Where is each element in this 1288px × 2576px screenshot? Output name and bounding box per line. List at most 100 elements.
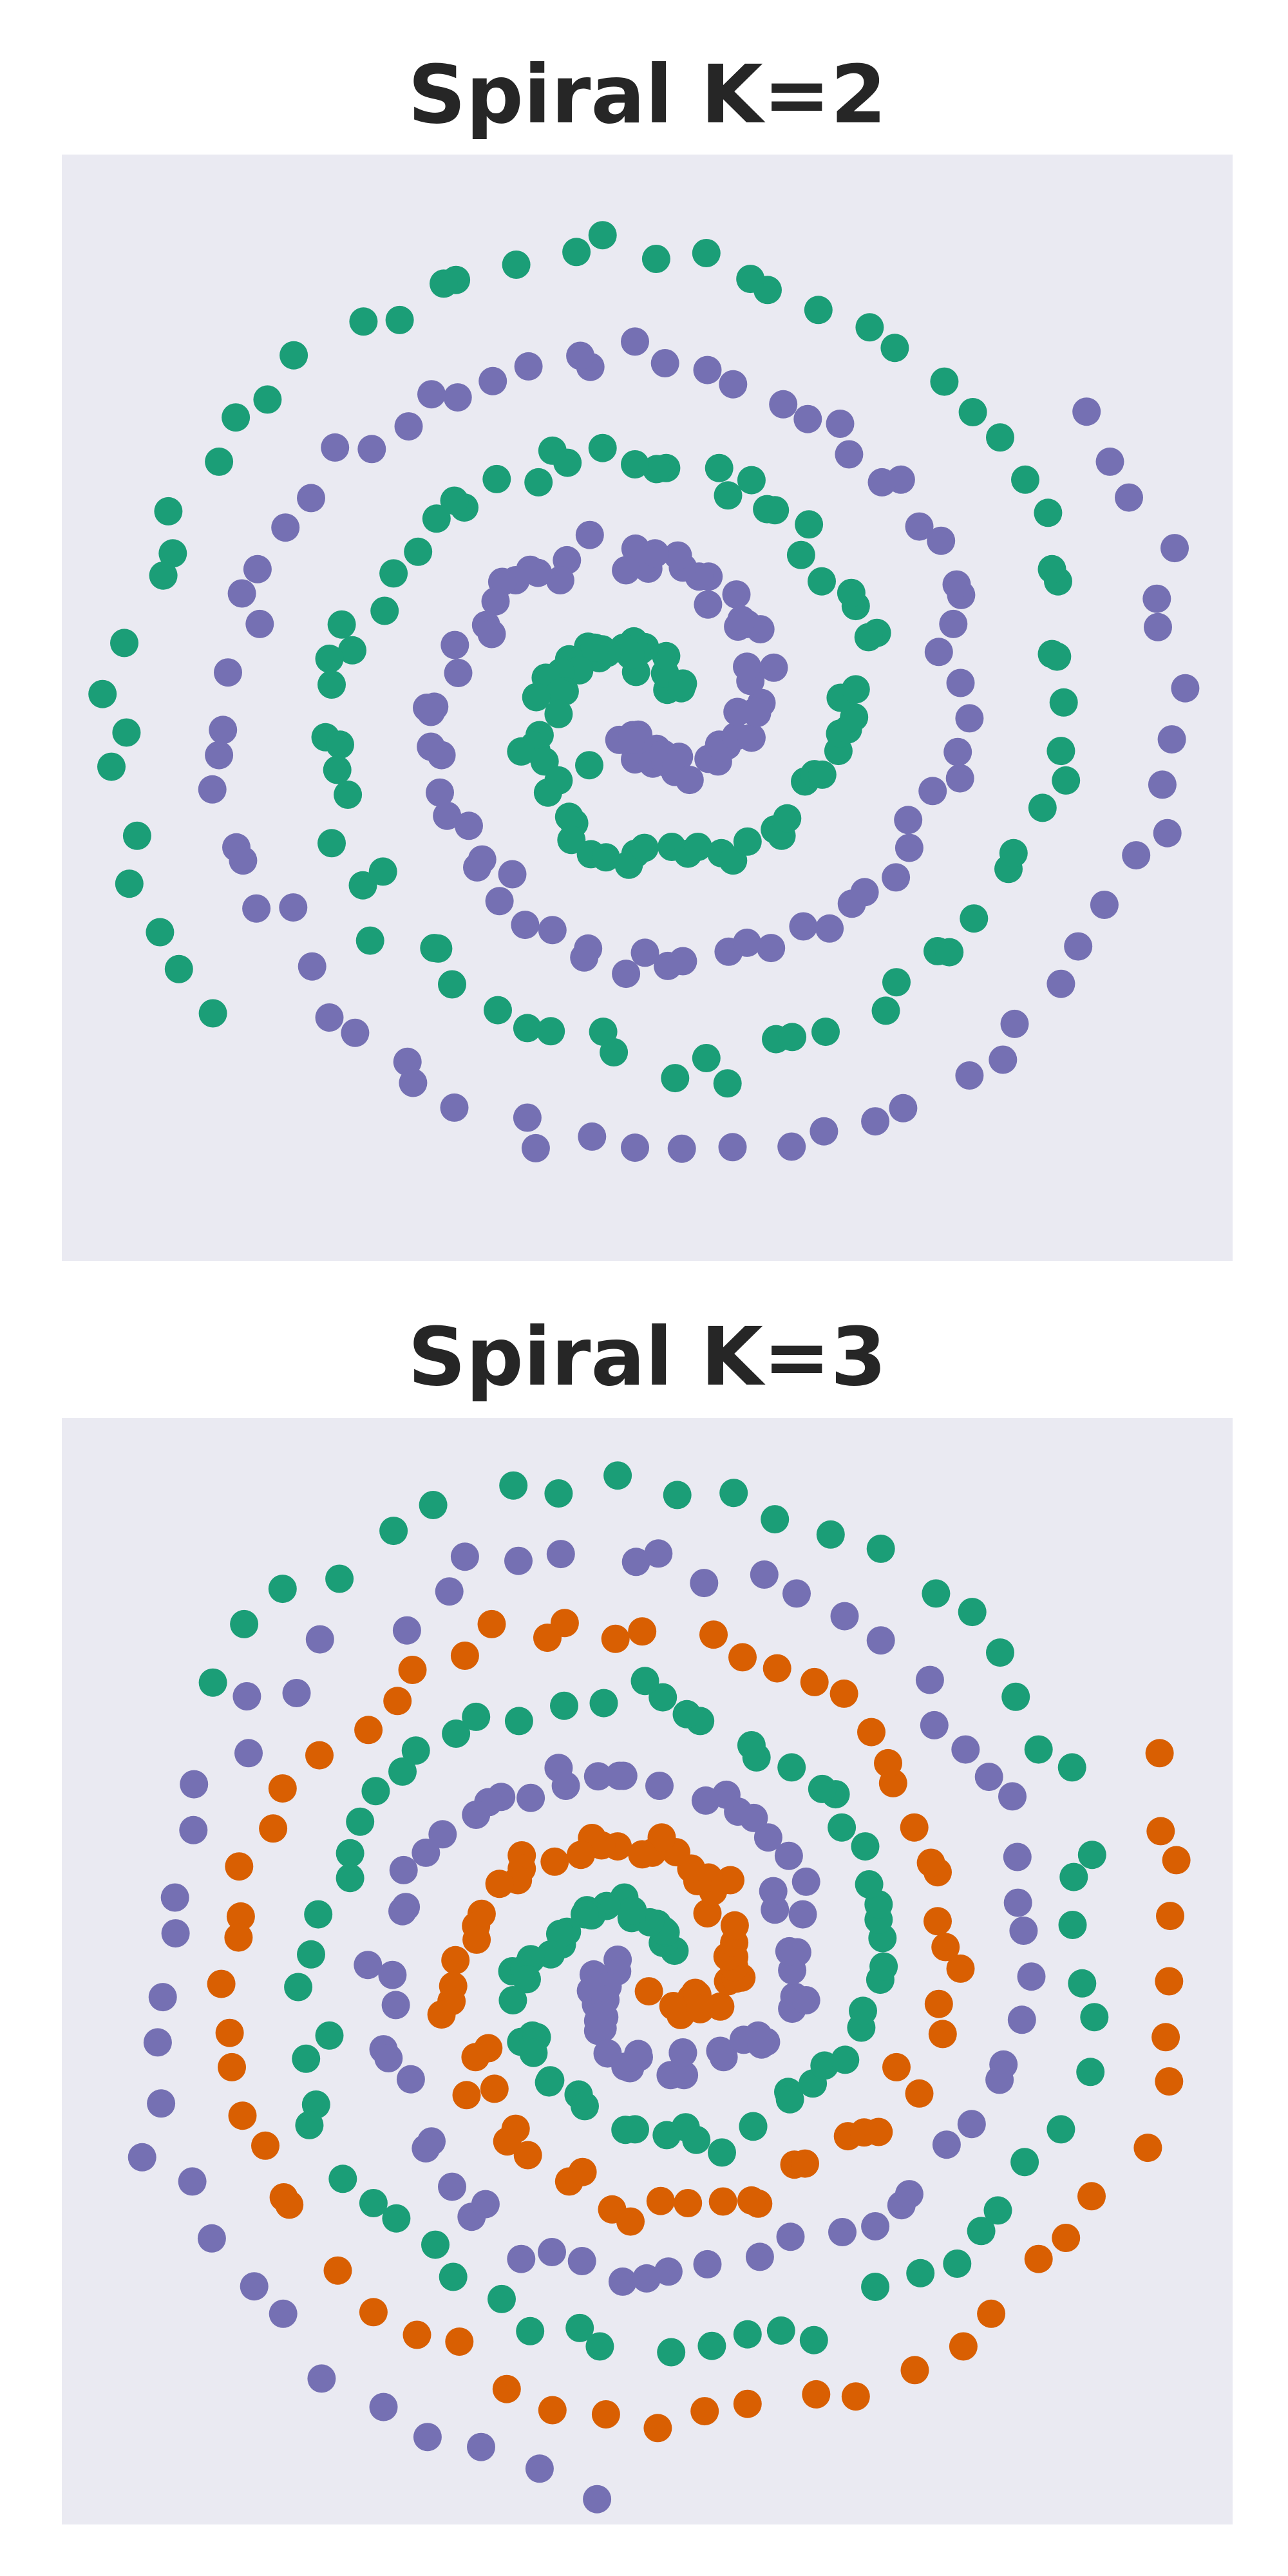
data-point-series-2-35 [485, 1870, 514, 1899]
data-point-series-2-97 [207, 1969, 236, 1998]
data-point-series-1-120 [178, 2167, 207, 2196]
data-point-series-1-69 [574, 934, 603, 963]
data-point-series-2-109 [538, 2396, 567, 2425]
data-point-series-1-75 [693, 2249, 722, 2278]
data-point-series-0-64 [630, 1667, 659, 1696]
data-point-series-0-142 [385, 305, 414, 334]
data-point-series-0-85 [338, 636, 366, 665]
data-point-series-1-68 [471, 2190, 500, 2219]
data-point-series-2-77 [829, 1679, 858, 1708]
data-point-series-1-106 [435, 1577, 464, 1606]
data-point-series-1-87 [955, 704, 984, 733]
data-point-series-2-98 [215, 2018, 244, 2047]
data-point-series-1-35 [791, 1867, 820, 1896]
data-point-series-1-127 [298, 952, 327, 981]
data-point-series-0-82 [295, 2110, 324, 2139]
data-point-series-1-81 [882, 863, 911, 892]
data-point-series-0-154 [97, 752, 126, 781]
data-point-series-1-5 [618, 725, 647, 754]
data-point-series-1-84 [918, 777, 947, 806]
data-point-series-0-103 [1046, 2115, 1075, 2144]
data-point-series-2-58 [737, 2186, 766, 2215]
data-point-series-0-101 [536, 1017, 565, 1046]
data-point-series-2-111 [643, 2414, 672, 2443]
data-point-series-1-64 [498, 860, 527, 889]
data-point-series-0-116 [999, 838, 1028, 867]
data-point-series-1-96 [867, 468, 896, 497]
data-point-series-1-96 [866, 1626, 895, 1655]
data-point-series-1-78 [828, 2218, 857, 2246]
data-point-series-1-104 [621, 327, 649, 356]
data-point-series-0-125 [1034, 498, 1063, 527]
data-point-series-0-63 [649, 1683, 677, 1712]
data-point-series-2-94 [225, 1852, 254, 1881]
data-point-series-1-61 [455, 811, 483, 840]
data-point-series-1-94 [905, 512, 934, 541]
data-point-series-1-18 [656, 2061, 685, 2090]
data-point-series-1-108 [478, 366, 507, 395]
data-point-series-1-32 [722, 580, 751, 609]
data-point-series-0-57 [841, 675, 870, 704]
data-point-series-0-39 [630, 833, 659, 862]
data-point-series-0-64 [795, 510, 824, 539]
data-point-series-0-78 [284, 1973, 313, 2002]
data-point-series-2-85 [533, 1624, 562, 1653]
data-point-series-2-17 [693, 1899, 722, 1927]
data-point-series-0-27 [507, 737, 536, 766]
data-point-series-0-80 [422, 504, 451, 533]
data-point-series-2-56 [708, 2187, 737, 2216]
data-point-series-1-87 [1017, 1962, 1046, 1991]
data-point-series-1-54 [412, 1838, 440, 1867]
data-point-series-0-104 [661, 1064, 690, 1093]
data-point-series-1-120 [209, 715, 238, 744]
data-point-series-1-113 [321, 433, 350, 462]
data-point-series-1-63 [468, 845, 497, 874]
data-point-series-2-44 [461, 2043, 490, 2072]
data-point-series-2-123 [1155, 2067, 1184, 2096]
data-point-series-1-92 [942, 570, 971, 599]
data-point-series-1-59 [378, 1960, 407, 1989]
data-point-series-1-91 [998, 1782, 1027, 1811]
data-point-series-1-153 [1171, 674, 1200, 703]
data-point-series-1-82 [932, 2130, 961, 2159]
data-point-series-0-156 [115, 869, 144, 898]
data-point-series-1-158 [1095, 447, 1124, 476]
data-point-series-1-29 [791, 1986, 820, 2014]
data-point-series-0-117 [816, 1520, 845, 1549]
data-point-series-1-122 [198, 775, 227, 804]
data-point-series-2-114 [802, 2380, 831, 2409]
data-point-series-0-83 [328, 2164, 357, 2193]
data-point-series-0-94 [368, 857, 397, 886]
data-point-series-0-82 [379, 559, 408, 588]
data-point-series-0-49 [869, 1952, 898, 1981]
data-point-series-1-127 [467, 2432, 495, 2461]
data-point-series-2-79 [762, 1654, 791, 1683]
chart-title-k2: Spiral K=2 [408, 48, 887, 142]
data-point-series-1-71 [630, 938, 659, 967]
data-point-series-1-103 [546, 1540, 575, 1569]
data-point-series-1-65 [485, 887, 514, 916]
data-point-series-1-136 [621, 1133, 649, 1162]
data-point-series-0-138 [562, 238, 591, 267]
data-point-series-2-73 [900, 1813, 929, 1842]
data-point-series-1-60 [433, 801, 462, 830]
data-point-series-1-42 [575, 520, 604, 549]
data-point-series-0-105 [1080, 2003, 1109, 2032]
data-point-series-2-108 [492, 2374, 521, 2403]
data-point-series-2-105 [359, 2298, 388, 2327]
data-point-series-0-112 [1001, 1682, 1030, 1711]
data-point-series-1-78 [815, 914, 844, 943]
data-point-series-0-91 [585, 2332, 614, 2361]
data-point-series-2-101 [251, 2131, 279, 2160]
data-point-series-1-79 [861, 2212, 890, 2240]
data-point-series-0-86 [315, 644, 344, 673]
data-point-series-0-95 [766, 2316, 795, 2345]
data-point-series-1-11 [588, 2014, 617, 2043]
data-point-series-0-73 [588, 433, 617, 462]
data-point-series-2-70 [923, 1907, 952, 1936]
data-point-series-1-63 [396, 2065, 425, 2094]
data-point-series-0-34 [621, 2115, 649, 2144]
data-point-series-1-114 [160, 1883, 189, 1912]
data-point-series-1-144 [989, 1045, 1018, 1074]
data-point-series-2-26 [628, 1840, 657, 1869]
